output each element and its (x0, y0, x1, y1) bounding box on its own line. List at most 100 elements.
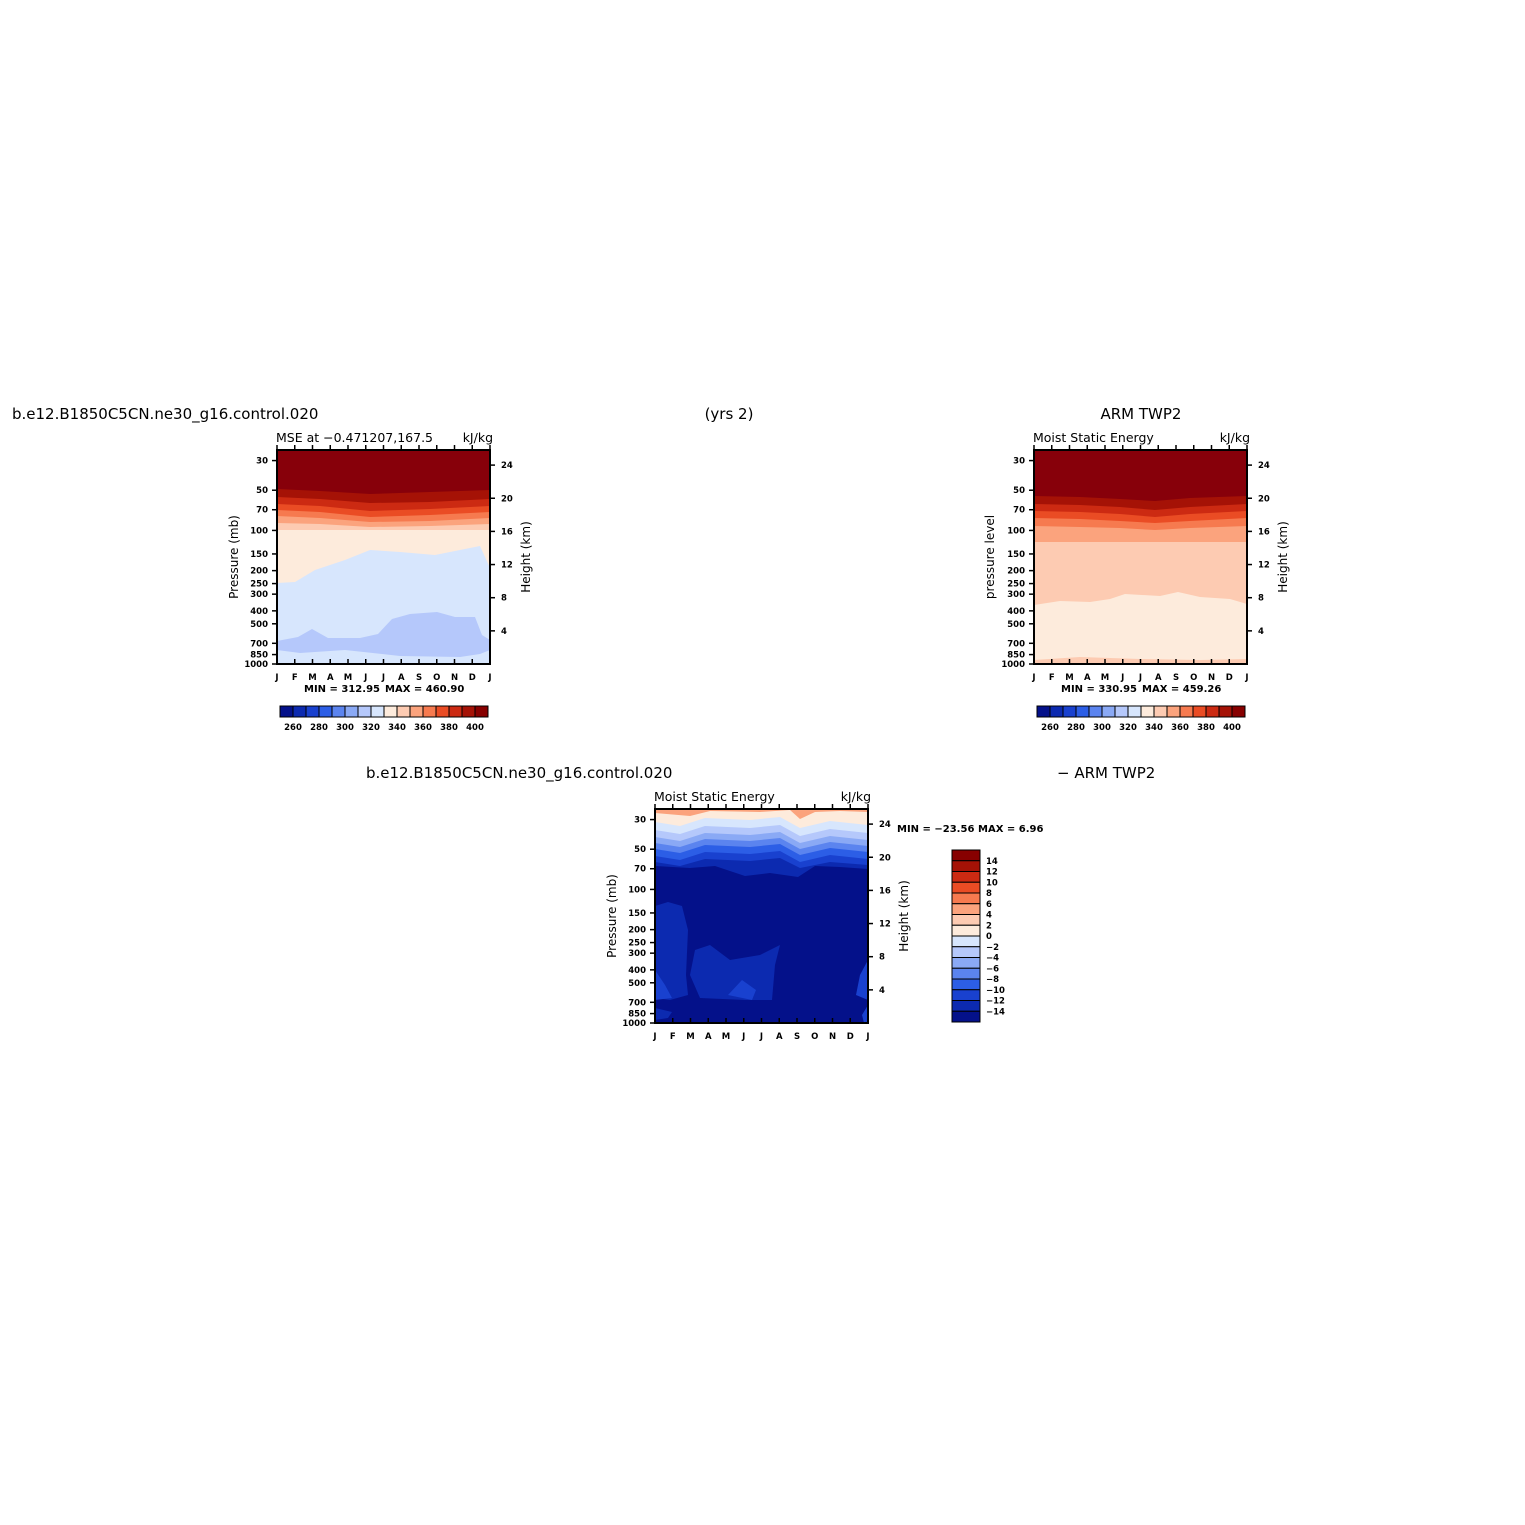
colorbar-label: 340 (1145, 723, 1163, 733)
y2-tick-label: 16 (1258, 527, 1270, 537)
years-title: (yrs 2) (705, 405, 754, 423)
y-tick-label: 150 (1007, 550, 1025, 560)
y-tick-label: 850 (1007, 651, 1025, 661)
contour-fill-band (655, 809, 868, 819)
model-ylabel: Pressure (mb) (227, 515, 241, 599)
y-tick-label: 500 (1007, 620, 1025, 630)
colorbar-box (331, 705, 346, 718)
x-tick-label: N (451, 673, 458, 683)
y2-tick-label: 12 (1258, 561, 1270, 571)
contour-fill-band (277, 523, 490, 531)
colorbar-box (1088, 705, 1103, 718)
y-tick-label: 50 (1013, 486, 1025, 496)
x-tick-label: M (308, 673, 316, 683)
contour-fill-band (856, 960, 868, 1000)
colorbar-label: −4 (986, 954, 999, 964)
colorbar-box (474, 705, 489, 718)
x-tick-label: J (759, 1032, 763, 1042)
colorbar-label: 400 (1223, 723, 1241, 733)
contour-fill-band (1034, 592, 1247, 664)
x-tick-label: J (741, 1032, 745, 1042)
colorbar-box (951, 903, 981, 915)
colorbar-box (396, 705, 411, 718)
diff-obs-title: − ARM TWP2 (1057, 764, 1155, 782)
y2-tick-label: 20 (879, 853, 891, 863)
x-tick-label: O (811, 1032, 818, 1042)
contour-fill-band (655, 902, 688, 1000)
y2-tick-label: 16 (501, 527, 513, 537)
colorbar-box (1153, 705, 1168, 718)
x-tick-label: J (1120, 673, 1124, 683)
colorbar-label: 10 (986, 878, 998, 888)
x-tick-label: D (847, 1032, 854, 1042)
colorbar-box (951, 946, 981, 958)
y-tick-label: 150 (250, 550, 268, 560)
x-tick-label: A (705, 1032, 712, 1042)
contour-fill-band (1034, 526, 1247, 543)
colorbar-box (951, 1010, 981, 1023)
diff-min-label: MIN = −23.56 (897, 824, 974, 835)
colorbar-box (279, 705, 294, 718)
obs-y2label: Height (km) (1276, 521, 1290, 592)
y-tick-label: 700 (250, 639, 268, 649)
colorbar-box (951, 914, 981, 926)
colorbar-box (951, 957, 981, 969)
y2-tick-label: 4 (879, 986, 885, 996)
y-tick-label: 250 (628, 939, 646, 949)
x-tick-label: M (1065, 673, 1073, 683)
colorbar-label: 300 (336, 723, 354, 733)
colorbar-box (1192, 705, 1207, 718)
y-tick-label: 30 (1013, 457, 1025, 467)
y-tick-label: 400 (250, 607, 268, 617)
colorbar-label: −14 (986, 1007, 1005, 1017)
y-tick-label: 300 (628, 949, 646, 959)
y-tick-label: 70 (634, 865, 646, 875)
obs-max-label: MAX = 459.26 (1142, 684, 1221, 695)
colorbar-box (1140, 705, 1155, 718)
colorbar-box (1101, 705, 1116, 718)
x-tick-label: F (1049, 673, 1055, 683)
x-tick-label: J (865, 1032, 869, 1042)
y-tick-label: 200 (250, 567, 268, 577)
obs-contour-panel: Moist Static Energy kJ/kg 30 50 70 100 150 20… (983, 430, 1290, 733)
colorbar-box (951, 849, 981, 862)
diff-case-title: b.e12.B1850C5CN.ne30_g16.control.020 (366, 764, 672, 783)
colorbar-box (409, 705, 424, 718)
y-tick-label: 850 (250, 651, 268, 661)
colorbar-label: 300 (1093, 723, 1111, 733)
y-tick-label: 300 (1007, 590, 1025, 600)
y2-tick-label: 8 (501, 594, 507, 604)
x-tick-label: J (652, 1032, 656, 1042)
colorbar-label: −10 (986, 986, 1005, 996)
y-tick-label: 150 (628, 909, 646, 919)
x-tick-label: F (292, 673, 298, 683)
colorbar-box (435, 705, 450, 718)
y-tick-label: 1000 (1001, 660, 1025, 670)
x-tick-label: N (1208, 673, 1215, 683)
y-tick-label: 1000 (622, 1019, 646, 1029)
y-tick-label: 70 (256, 506, 268, 516)
y-tick-label: 200 (1007, 567, 1025, 577)
colorbar-label: 400 (466, 723, 484, 733)
y2-tick-label: 20 (501, 494, 513, 504)
colorbar-label: 360 (414, 723, 432, 733)
x-tick-label: M (722, 1032, 730, 1042)
x-tick-label: N (829, 1032, 836, 1042)
colorbar-box (1075, 705, 1090, 718)
y2-tick-label: 4 (1258, 627, 1264, 637)
diff-contour-fill (655, 809, 868, 1023)
colorbar-box (370, 705, 385, 718)
y-tick-label: 100 (628, 885, 646, 895)
x-tick-label: J (381, 673, 385, 683)
obs-panel-title: Moist Static Energy (1033, 430, 1154, 445)
y-tick-label: 70 (1013, 506, 1025, 516)
model-min-label: MIN = 312.95 (304, 684, 380, 695)
obs-ylabel: pressure level (983, 515, 997, 599)
y-tick-label: 300 (250, 590, 268, 600)
x-tick-label: F (670, 1032, 676, 1042)
colorbar-label: −2 (986, 943, 999, 953)
model-max-label: MAX = 460.90 (385, 684, 464, 695)
y-tick-label: 50 (634, 845, 646, 855)
contour-fill-band (862, 1005, 868, 1023)
